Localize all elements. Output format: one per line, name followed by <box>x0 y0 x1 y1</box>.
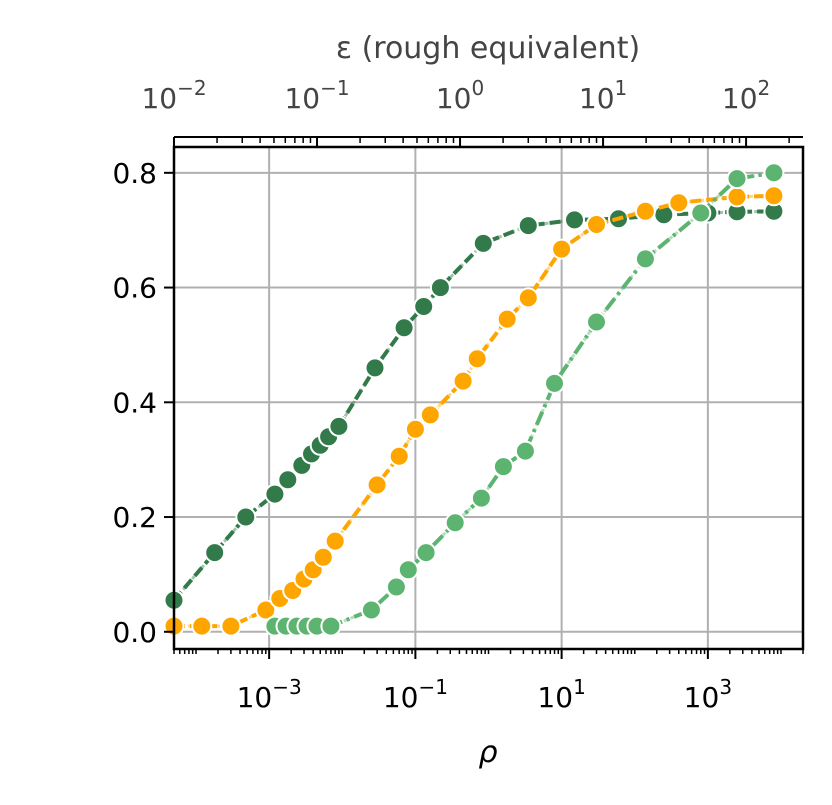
series-2-point <box>324 530 346 552</box>
series-3-point <box>726 168 748 190</box>
series-3-point <box>397 559 419 581</box>
series-1-point <box>204 542 226 564</box>
series-3-point <box>360 599 382 621</box>
series-1-point <box>429 277 451 299</box>
series-2 <box>163 185 785 637</box>
series-3-point <box>320 615 342 637</box>
y-tick-label: 0.0 <box>112 616 157 649</box>
series-3-point <box>690 202 712 224</box>
y-tick-label: 0.6 <box>112 272 157 305</box>
series-3-point <box>492 456 514 478</box>
series-1-point <box>472 232 494 254</box>
series-layer <box>163 162 785 637</box>
series-3-shadow-line <box>274 171 775 628</box>
y-tick-label: 0.8 <box>112 157 157 190</box>
series-2-point <box>466 348 488 370</box>
series-2-shadow-line <box>174 194 774 628</box>
series-2-point <box>404 418 426 440</box>
top-x-tick-label: 10−1 <box>284 76 349 115</box>
top-x-tick-label: 100 <box>436 76 484 115</box>
series-3 <box>264 162 785 637</box>
series-2-point <box>452 370 474 392</box>
series-2-point <box>419 404 441 426</box>
axes: 10−3 10−1 101 103 0.0 0.2 0.4 0.6 0.8 10−2 10−1 100… <box>112 76 804 714</box>
x-tick-label: 10−1 <box>383 675 448 714</box>
series-1-point <box>235 506 257 528</box>
series-2-point <box>255 599 277 621</box>
top-x-tick-label: 101 <box>579 76 627 115</box>
series-2-line <box>174 193 774 629</box>
series-1-point <box>564 209 585 231</box>
series-2-point <box>551 238 573 260</box>
series-1-point <box>277 469 299 491</box>
series-2-point <box>191 615 213 637</box>
series-3-point <box>385 576 407 598</box>
series-2-point <box>586 214 607 235</box>
series-2-point <box>366 474 388 496</box>
top-x-tick-label: 10−2 <box>141 76 206 115</box>
x-tick-label: 101 <box>537 675 585 714</box>
series-2-point <box>668 192 690 214</box>
series-2-point <box>388 445 410 467</box>
series-1-point <box>517 215 539 237</box>
series-3-point <box>444 512 466 534</box>
series-1-point <box>393 317 415 339</box>
top-x-axis-label: ε (rough equivalent) <box>336 31 640 66</box>
y-tick-label: 0.4 <box>112 386 157 419</box>
series-3-point <box>586 311 607 333</box>
series-2-point <box>496 308 518 330</box>
series-2-point <box>312 546 334 568</box>
series-1-shadow-line <box>172 209 774 602</box>
series-2-point <box>726 186 748 208</box>
series-3-point <box>763 162 785 184</box>
y-tick-label: 0.2 <box>112 501 157 534</box>
series-1-point <box>264 483 286 505</box>
series-1-line <box>172 209 774 602</box>
series-2-point <box>517 287 539 309</box>
x-axis-label: ρ <box>478 735 497 770</box>
series-2-point <box>763 185 785 207</box>
series-3-line <box>274 170 775 629</box>
series-3-point <box>634 248 656 270</box>
series-1 <box>163 200 785 611</box>
series-3-point <box>514 440 536 462</box>
series-1-point <box>413 296 435 317</box>
x-tick-label: 103 <box>684 675 732 714</box>
series-2-point <box>220 615 242 637</box>
series-1-point <box>364 357 386 379</box>
series-1-point <box>328 415 350 437</box>
series-3-point <box>415 542 437 564</box>
series-2-point <box>634 200 656 222</box>
x-tick-label: 10−3 <box>237 675 302 714</box>
top-x-tick-label: 102 <box>722 76 770 115</box>
series-3-point <box>544 372 565 394</box>
series-3-point <box>470 487 492 509</box>
